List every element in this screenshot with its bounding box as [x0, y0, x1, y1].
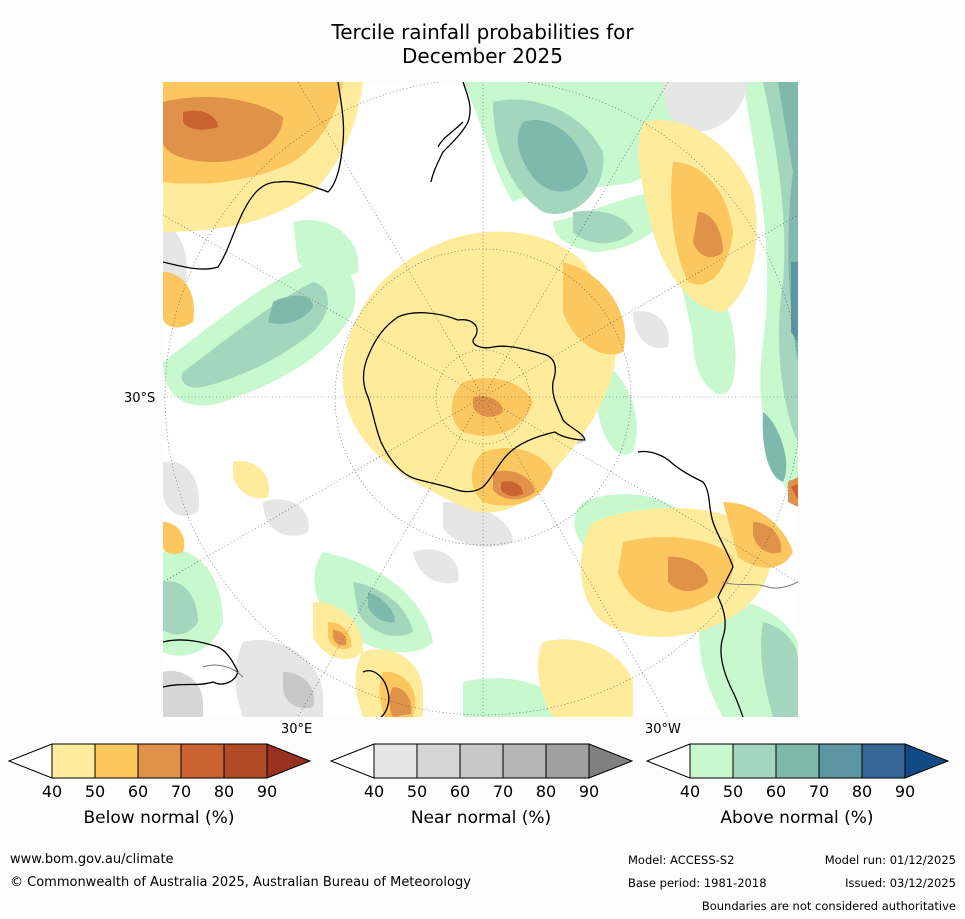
- tick-label: 80: [851, 782, 873, 801]
- colorbar-segment: [733, 744, 776, 778]
- tick-label: 60: [127, 782, 149, 801]
- coastline-australia: [163, 82, 345, 270]
- coastline-south-america: [637, 450, 744, 717]
- boundary-disclaimer: Boundaries are not considered authoritat…: [701, 899, 956, 913]
- colorbar-lower-extension: [329, 743, 375, 779]
- tick-label: 70: [492, 782, 514, 801]
- map-title: Tercile rainfall probabilities for Decem…: [0, 20, 965, 68]
- tick-label: 70: [808, 782, 830, 801]
- tick-label: 80: [213, 782, 235, 801]
- colorbar-lower-extension: [7, 743, 53, 779]
- model-name: Model: ACCESS-S2: [628, 853, 735, 867]
- tick-label: 60: [449, 782, 471, 801]
- legend-title: Below normal (%): [83, 808, 235, 828]
- tick-label: 50: [406, 782, 428, 801]
- issued-date: Issued: 03/12/2025: [845, 876, 956, 890]
- colorbar-segment: [224, 744, 267, 778]
- colorbar-lower-extension: [645, 743, 691, 779]
- tick-label: 90: [256, 782, 278, 801]
- tick-label: 60: [765, 782, 787, 801]
- latitude-label: 30°S: [124, 391, 156, 406]
- tick-label: 40: [679, 782, 701, 801]
- tick-label: 70: [170, 782, 192, 801]
- legend-title: Near normal (%): [410, 808, 552, 828]
- tick-label: 90: [578, 782, 600, 801]
- coastlines: [163, 82, 744, 717]
- below-normal-areas: [163, 82, 798, 717]
- colorbar-near-normal: [329, 743, 634, 779]
- tick-label: 40: [41, 782, 63, 801]
- copyright-notice: © Commonwealth of Australia 2025, Austra…: [10, 875, 471, 890]
- national-boundaries: [202, 581, 798, 678]
- tick-label: 50: [84, 782, 106, 801]
- colorbar-above-normal: [645, 743, 950, 779]
- colorbar-segment: [503, 744, 546, 778]
- colorbar-segment: [690, 744, 733, 778]
- tick-label: 40: [363, 782, 385, 801]
- map-title-line1: Tercile rainfall probabilities for: [331, 20, 634, 44]
- colorbar-segment: [862, 744, 905, 778]
- colorbar-segment: [776, 744, 819, 778]
- longitude-label-west: 30°W: [645, 722, 681, 737]
- tick-label: 80: [535, 782, 557, 801]
- coastline-africa-tip: [163, 639, 239, 688]
- tick-label: 50: [722, 782, 744, 801]
- colorbar-segment: [95, 744, 138, 778]
- colorbar-below-normal: [7, 743, 312, 779]
- colorbar-segment: [546, 744, 589, 778]
- map-title-line2: December 2025: [402, 44, 563, 68]
- base-period: Base period: 1981-2018: [628, 876, 767, 890]
- coastline-antarctica: [362, 312, 586, 493]
- coastline-madagascar: [362, 670, 390, 717]
- model-run-date: Model run: 01/12/2025: [824, 853, 956, 867]
- rainfall-probability-map: [163, 82, 798, 717]
- longitude-label-east: 30°E: [281, 722, 313, 737]
- colorbar-segment: [417, 744, 460, 778]
- colorbar-segment: [374, 744, 417, 778]
- colorbar-segment: [819, 744, 862, 778]
- colorbar-segment: [181, 744, 224, 778]
- colorbar-segment: [138, 744, 181, 778]
- colorbar-segment: [52, 744, 95, 778]
- colorbar-segment: [460, 744, 503, 778]
- website-link[interactable]: www.bom.gov.au/climate: [10, 852, 174, 867]
- colorbar-upper-extension: [588, 743, 634, 779]
- coastline-new-zealand: [430, 82, 471, 183]
- legend-title: Above normal (%): [720, 808, 874, 828]
- colorbar-upper-extension: [904, 743, 950, 779]
- graticule: [163, 82, 798, 717]
- colorbar-upper-extension: [266, 743, 312, 779]
- tick-label: 90: [894, 782, 916, 801]
